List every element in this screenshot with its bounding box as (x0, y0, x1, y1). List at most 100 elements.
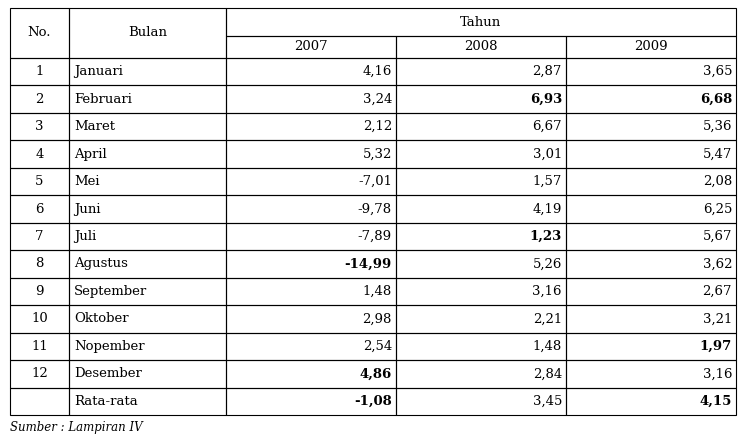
Text: 2,54: 2,54 (363, 340, 392, 353)
Bar (396, 360, 566, 388)
Bar (566, 168, 736, 195)
Bar (69, 85, 226, 113)
Text: 5,26: 5,26 (533, 258, 562, 270)
Bar (10, 250, 69, 278)
Bar (69, 360, 226, 388)
Text: 2,08: 2,08 (703, 175, 732, 188)
Text: 6: 6 (35, 202, 44, 215)
Bar (69, 113, 226, 140)
Bar (396, 168, 566, 195)
Text: 1,48: 1,48 (363, 285, 392, 298)
Bar (69, 223, 226, 250)
Bar (566, 223, 736, 250)
Text: -9,78: -9,78 (358, 202, 392, 215)
Text: No.: No. (28, 27, 51, 40)
Bar (226, 250, 396, 278)
Text: 6,93: 6,93 (530, 93, 562, 106)
Text: 10: 10 (31, 313, 48, 325)
Text: Tahun: Tahun (460, 16, 501, 28)
Text: 11: 11 (31, 340, 48, 353)
Bar (566, 140, 736, 168)
Bar (566, 36, 736, 58)
Bar (10, 305, 69, 333)
Text: Bulan: Bulan (128, 27, 167, 40)
Text: 2007: 2007 (294, 40, 327, 53)
Text: 6,67: 6,67 (533, 120, 562, 133)
Text: 2,98: 2,98 (363, 313, 392, 325)
Text: 2009: 2009 (634, 40, 668, 53)
Bar (566, 388, 736, 415)
Text: 1,57: 1,57 (533, 175, 562, 188)
Text: 5,36: 5,36 (703, 120, 732, 133)
Bar (396, 333, 566, 360)
Bar (10, 195, 69, 223)
Bar (10, 85, 69, 113)
Bar (226, 140, 396, 168)
Bar (69, 305, 226, 333)
Text: 5,67: 5,67 (703, 230, 732, 243)
Bar (10, 168, 69, 195)
Bar (566, 250, 736, 278)
Text: 5,47: 5,47 (703, 147, 732, 161)
Text: 1,23: 1,23 (530, 230, 562, 243)
Text: 2,21: 2,21 (533, 313, 562, 325)
Text: 6,68: 6,68 (700, 93, 732, 106)
Text: 7: 7 (35, 230, 44, 243)
Text: 3,16: 3,16 (533, 285, 562, 298)
Text: 1: 1 (35, 65, 43, 78)
Bar (226, 278, 396, 305)
Text: 2,12: 2,12 (363, 120, 392, 133)
Bar (10, 278, 69, 305)
Text: 3,45: 3,45 (533, 395, 562, 408)
Text: Juli: Juli (74, 230, 96, 243)
Bar (396, 36, 566, 58)
Text: Rata-rata: Rata-rata (74, 395, 137, 408)
Bar (69, 195, 226, 223)
Bar (566, 195, 736, 223)
Text: 5,32: 5,32 (363, 147, 392, 161)
Text: 4,15: 4,15 (700, 395, 732, 408)
Text: 9: 9 (35, 285, 44, 298)
Text: Februari: Februari (74, 93, 132, 106)
Text: 2,87: 2,87 (533, 65, 562, 78)
Text: 2,67: 2,67 (703, 285, 732, 298)
Bar (396, 223, 566, 250)
Text: 4: 4 (35, 147, 43, 161)
Bar (226, 8, 736, 36)
Bar (226, 168, 396, 195)
Bar (69, 278, 226, 305)
Text: Oktober: Oktober (74, 313, 128, 325)
Text: -14,99: -14,99 (345, 258, 392, 270)
Text: September: September (74, 285, 147, 298)
Bar (396, 58, 566, 85)
Text: -7,89: -7,89 (358, 230, 392, 243)
Text: Mei: Mei (74, 175, 99, 188)
Bar (396, 305, 566, 333)
Text: 3,21: 3,21 (703, 313, 732, 325)
Bar (396, 113, 566, 140)
Text: 2: 2 (35, 93, 43, 106)
Bar (10, 333, 69, 360)
Bar (396, 140, 566, 168)
Bar (10, 388, 69, 415)
Text: Januari: Januari (74, 65, 123, 78)
Text: -1,08: -1,08 (354, 395, 392, 408)
Text: 4,16: 4,16 (363, 65, 392, 78)
Text: 4,86: 4,86 (360, 367, 392, 381)
Text: 1,97: 1,97 (700, 340, 732, 353)
Bar (396, 250, 566, 278)
Text: 3,16: 3,16 (703, 367, 732, 381)
Bar (69, 388, 226, 415)
Bar (566, 360, 736, 388)
Text: 2008: 2008 (464, 40, 498, 53)
Bar (69, 168, 226, 195)
Bar (10, 113, 69, 140)
Text: April: April (74, 147, 107, 161)
Text: 3,24: 3,24 (363, 93, 392, 106)
Bar (69, 333, 226, 360)
Text: 1,48: 1,48 (533, 340, 562, 353)
Text: 3,01: 3,01 (533, 147, 562, 161)
Text: 12: 12 (31, 367, 48, 381)
Bar (226, 388, 396, 415)
Bar (226, 85, 396, 113)
